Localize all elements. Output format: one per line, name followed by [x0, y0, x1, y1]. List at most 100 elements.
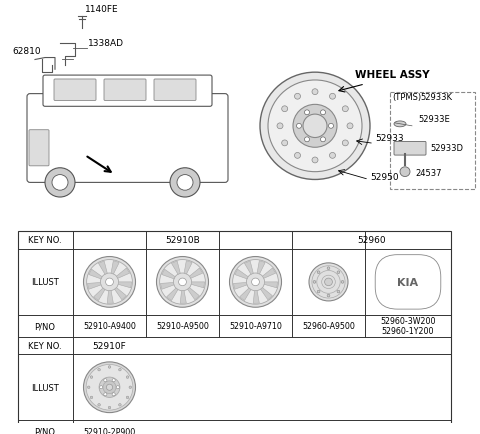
- Text: 52933: 52933: [375, 134, 404, 143]
- Circle shape: [99, 377, 120, 398]
- Circle shape: [303, 115, 327, 138]
- Circle shape: [86, 365, 133, 410]
- Circle shape: [246, 273, 264, 291]
- Polygon shape: [264, 282, 277, 288]
- Text: 1338AD: 1338AD: [88, 39, 124, 48]
- Circle shape: [317, 271, 320, 274]
- Text: 52910B: 52910B: [165, 236, 200, 245]
- Circle shape: [293, 105, 337, 148]
- Circle shape: [297, 124, 301, 129]
- FancyBboxPatch shape: [27, 95, 228, 183]
- Circle shape: [313, 281, 316, 283]
- Text: KIA: KIA: [397, 277, 419, 287]
- Circle shape: [160, 260, 205, 305]
- Circle shape: [337, 271, 340, 274]
- Circle shape: [52, 175, 68, 191]
- Polygon shape: [240, 289, 251, 301]
- Polygon shape: [87, 283, 101, 289]
- Text: ILLUST: ILLUST: [31, 278, 59, 287]
- Circle shape: [400, 168, 410, 177]
- Circle shape: [321, 138, 325, 142]
- Polygon shape: [261, 288, 273, 300]
- Circle shape: [260, 73, 370, 180]
- Circle shape: [90, 376, 93, 378]
- Text: 52910-A9400: 52910-A9400: [83, 322, 136, 331]
- Polygon shape: [235, 270, 248, 279]
- Circle shape: [119, 368, 121, 371]
- Circle shape: [126, 396, 129, 399]
- Circle shape: [317, 291, 320, 293]
- Text: 52950: 52950: [370, 173, 398, 182]
- Circle shape: [170, 168, 200, 197]
- Circle shape: [104, 393, 107, 396]
- Text: WHEEL ASSY: WHEEL ASSY: [355, 70, 430, 80]
- Circle shape: [312, 89, 318, 95]
- Circle shape: [84, 257, 135, 308]
- FancyBboxPatch shape: [104, 80, 146, 101]
- Circle shape: [342, 141, 348, 146]
- Polygon shape: [94, 289, 105, 301]
- Polygon shape: [89, 270, 102, 279]
- Circle shape: [108, 406, 111, 409]
- Circle shape: [282, 107, 288, 112]
- Bar: [18, 232, 451, 434]
- Circle shape: [327, 267, 330, 270]
- Circle shape: [100, 386, 103, 389]
- Circle shape: [129, 386, 132, 388]
- Circle shape: [277, 124, 283, 129]
- Polygon shape: [180, 291, 186, 304]
- Text: (TPMS): (TPMS): [392, 93, 421, 102]
- Polygon shape: [233, 283, 247, 289]
- Text: 52933E: 52933E: [418, 115, 450, 124]
- Circle shape: [179, 279, 186, 286]
- Circle shape: [347, 124, 353, 129]
- Polygon shape: [115, 288, 126, 300]
- Text: 52933K: 52933K: [420, 93, 452, 102]
- Circle shape: [112, 393, 115, 396]
- Circle shape: [282, 141, 288, 146]
- Circle shape: [173, 273, 192, 291]
- FancyBboxPatch shape: [154, 80, 196, 101]
- Circle shape: [329, 153, 336, 159]
- Polygon shape: [171, 261, 180, 275]
- Ellipse shape: [394, 122, 406, 128]
- FancyBboxPatch shape: [43, 76, 212, 107]
- FancyBboxPatch shape: [390, 92, 475, 190]
- Circle shape: [312, 158, 318, 164]
- Circle shape: [106, 279, 113, 286]
- Circle shape: [98, 368, 100, 371]
- Polygon shape: [118, 282, 132, 288]
- Circle shape: [304, 138, 310, 142]
- Circle shape: [119, 404, 121, 406]
- Circle shape: [309, 263, 348, 301]
- Text: P/NO: P/NO: [35, 322, 56, 331]
- Circle shape: [84, 362, 135, 413]
- Text: 52933D: 52933D: [430, 144, 463, 153]
- Circle shape: [107, 385, 113, 391]
- Text: 24537: 24537: [415, 168, 442, 177]
- Polygon shape: [188, 288, 199, 300]
- Circle shape: [295, 94, 300, 100]
- Polygon shape: [184, 261, 192, 274]
- Circle shape: [327, 295, 330, 297]
- Polygon shape: [190, 268, 203, 279]
- Circle shape: [324, 279, 332, 286]
- Text: 52910-A9500: 52910-A9500: [156, 322, 209, 331]
- Circle shape: [328, 124, 334, 129]
- Circle shape: [100, 273, 119, 291]
- Text: KEY NO.: KEY NO.: [28, 236, 62, 245]
- Polygon shape: [98, 261, 108, 275]
- Circle shape: [386, 261, 430, 304]
- Circle shape: [90, 396, 93, 399]
- Circle shape: [337, 291, 340, 293]
- Circle shape: [295, 153, 300, 159]
- Circle shape: [233, 260, 278, 305]
- Text: 52960-3W200
52960-1Y200: 52960-3W200 52960-1Y200: [380, 316, 436, 336]
- Text: 52960: 52960: [357, 236, 386, 245]
- Polygon shape: [191, 282, 204, 288]
- Circle shape: [103, 381, 116, 394]
- Text: P/NO: P/NO: [35, 427, 56, 434]
- Text: KEY NO.: KEY NO.: [28, 341, 62, 350]
- Circle shape: [112, 379, 115, 382]
- Circle shape: [98, 404, 100, 406]
